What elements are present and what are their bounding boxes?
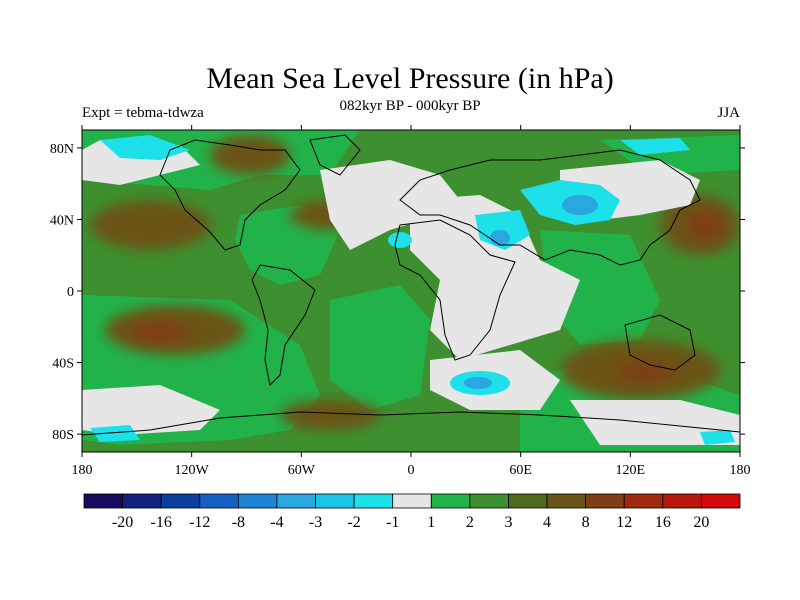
- lat-tick-label: 0: [67, 285, 74, 300]
- colorbar-label: -12: [189, 514, 210, 531]
- coast-australia: [624, 314, 696, 371]
- lon-tick-label: 120E: [616, 463, 646, 478]
- coast-europe-asia: [399, 149, 701, 266]
- lon-tick-label: 60E: [509, 463, 532, 478]
- colorbar-label: -1: [386, 514, 399, 531]
- colorbar-swatch: [83, 493, 123, 509]
- pressure-anomaly-map: [81, 129, 741, 453]
- colorbar-swatch: [546, 493, 587, 509]
- colorbar-swatch: [469, 493, 509, 509]
- colorbar-swatch: [353, 493, 394, 509]
- colorbar: -20 -16 -12 -8 -4 -3 -2 -1 1 2 3 4 8 12 16 20: [83, 493, 741, 531]
- coast-south-america: [251, 264, 316, 387]
- colorbar-label: -20: [112, 514, 133, 531]
- colorbar-label: -16: [151, 514, 172, 531]
- colorbar-swatch: [237, 493, 278, 509]
- longitude-axis: 180 120W 60W 0 60E 120E 180: [72, 125, 751, 478]
- colorbar-label: 12: [616, 514, 632, 531]
- lon-tick-label: 180: [730, 463, 751, 478]
- coast-africa: [394, 219, 516, 361]
- colorbar-swatch: [623, 493, 664, 509]
- colorbar-label: 20: [693, 514, 709, 531]
- lon-tick-label: 180: [72, 463, 93, 478]
- latitude-axis: 80N 40N 0 40S 80S: [50, 142, 745, 443]
- colorbar-swatch: [701, 493, 741, 509]
- colorbar-label: 4: [543, 514, 551, 531]
- lon-tick-label: 60W: [288, 463, 316, 478]
- negative-anomaly-regions: [90, 135, 735, 445]
- coast-north-america: [159, 139, 301, 251]
- colorbar-label: 1: [427, 514, 435, 531]
- experiment-label: Expt = tebma-tdwza: [82, 105, 204, 121]
- colorbar-label: 16: [655, 514, 671, 531]
- colorbar-label: 8: [582, 514, 590, 531]
- figure-title: Mean Sea Level Pressure (in hPa): [206, 62, 613, 95]
- coast-greenland: [309, 134, 361, 176]
- colorbar-label: -4: [270, 514, 283, 531]
- colorbar-swatch: [160, 493, 201, 509]
- figure-subtitle: 082kyr BP - 000kyr BP: [339, 98, 480, 114]
- colorbar-swatch: [662, 493, 702, 509]
- colorbar-swatch: [585, 493, 625, 509]
- colorbar-swatch: [430, 493, 471, 509]
- colorbar-swatch: [315, 493, 355, 509]
- colorbar-swatch: [276, 493, 316, 509]
- lat-tick-label: 40S: [52, 357, 74, 372]
- colorbar-swatch: [199, 493, 239, 509]
- colorbar-swatch: [122, 493, 162, 509]
- lon-tick-label: 120W: [175, 463, 210, 478]
- season-label: JJA: [717, 105, 740, 121]
- lat-tick-label: 80S: [52, 428, 74, 443]
- coastlines: [82, 134, 740, 436]
- lon-tick-label: 0: [408, 463, 415, 478]
- colorbar-label: -2: [347, 514, 360, 531]
- colorbar-label: -3: [309, 514, 322, 531]
- colorbar-label: -8: [232, 514, 245, 531]
- colorbar-swatch: [508, 493, 548, 509]
- colorbar-swatch: [392, 493, 432, 509]
- colorbar-label: 3: [504, 514, 512, 531]
- colorbar-label: 2: [466, 514, 474, 531]
- coast-antarctica: [82, 411, 740, 436]
- lat-tick-label: 80N: [50, 142, 74, 157]
- lat-tick-label: 40N: [50, 213, 74, 228]
